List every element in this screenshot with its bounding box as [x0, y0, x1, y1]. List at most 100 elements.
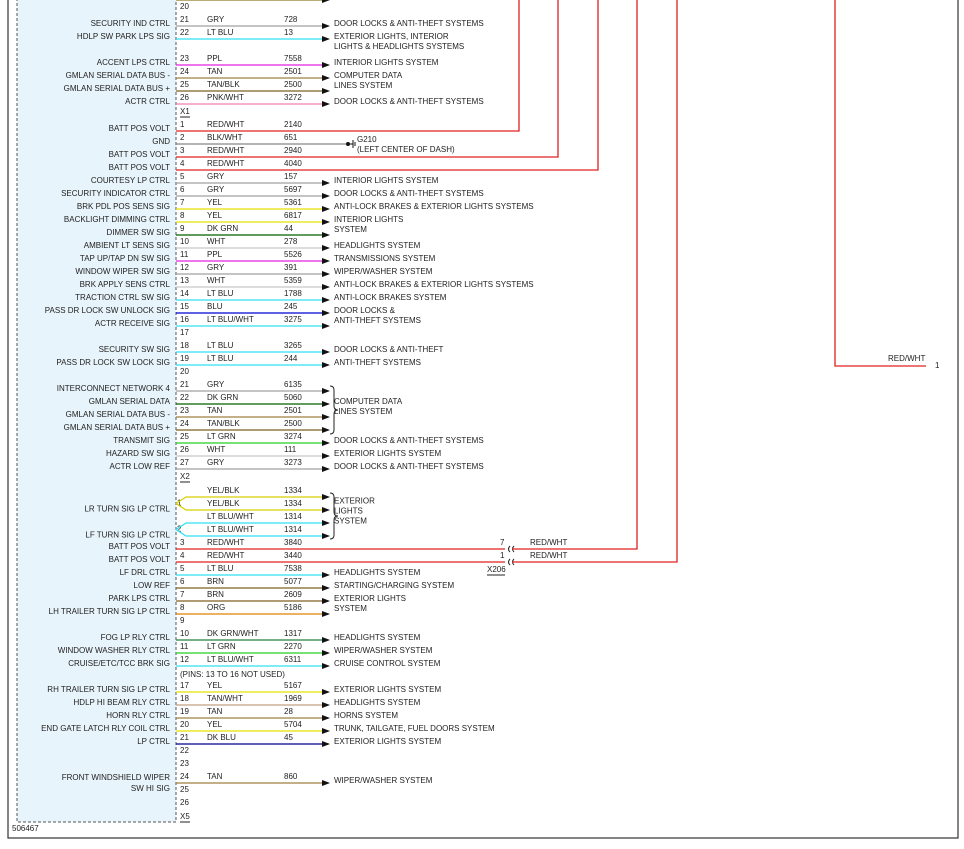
destination: EXTERIOR [334, 497, 375, 506]
wire-color: PPL [207, 250, 223, 259]
pin-number: 12 [180, 655, 189, 664]
pin-number: 23 [180, 406, 189, 415]
signal-label: PARK LPS CTRL [108, 594, 170, 603]
arrow [322, 520, 330, 526]
signal-label: SW HI SIG [131, 784, 170, 793]
splice-name: X206 [487, 565, 506, 574]
arrow [322, 23, 330, 29]
destination: HEADLIGHTS SYSTEM [334, 633, 421, 642]
wire-color: LT BLU [207, 289, 234, 298]
ground-symbol [350, 140, 356, 148]
pin-number: 2 [177, 525, 182, 534]
circuit-number: 44 [284, 224, 293, 233]
signal-label: END GATE LATCH RLY COIL CTRL [41, 724, 170, 733]
destination: DOOR LOCKS & [334, 306, 396, 315]
pin-number: 11 [180, 642, 189, 651]
destination: ANTI-LOCK BRAKES SYSTEM [334, 293, 447, 302]
pin-number: 8 [180, 211, 185, 220]
arrow [322, 466, 330, 472]
wire-color: WHT [207, 237, 225, 246]
circuit-number: 3275 [284, 315, 302, 324]
arrow [322, 193, 330, 199]
signal-label: GND [152, 137, 170, 146]
circuit-number: 2501 [284, 67, 302, 76]
signal-label: GMLAN SERIAL DATA BUS + [64, 84, 171, 93]
arrow [322, 598, 330, 604]
pin-number: 11 [180, 250, 189, 259]
signal-label: HDLP SW PARK LPS SIG [77, 32, 170, 41]
circuit-number: 3273 [284, 458, 302, 467]
circuit-number: 5704 [284, 720, 302, 729]
arrow [322, 741, 330, 747]
signal-label: BRK APPLY SENS CTRL [80, 280, 171, 289]
circuit-number: 5077 [284, 577, 302, 586]
signal-label: BATT POS VOLT [109, 124, 170, 133]
pin-number: 24 [180, 67, 189, 76]
pin-number: 2 [180, 133, 185, 142]
pin-number: 5 [180, 172, 185, 181]
pin-number: 9 [180, 224, 185, 233]
signal-label: AMBIENT LT SENS SIG [84, 241, 170, 250]
wire-color: YEL [207, 198, 223, 207]
wire [175, 496, 322, 505]
right-wire: RED/WHT [888, 354, 925, 363]
arrow [322, 663, 330, 669]
arrow [322, 702, 330, 708]
destination: ANTI-LOCK BRAKES & EXTERIOR LIGHTS SYSTE… [334, 202, 534, 211]
circuit-number: 6817 [284, 211, 302, 220]
arrow [322, 780, 330, 786]
signal-label: LF TURN SIG LP CTRL [85, 531, 170, 540]
arrow [322, 650, 330, 656]
circuit-number: 157 [284, 172, 298, 181]
pin-number: 26 [180, 798, 189, 807]
pin-number: 20 [180, 720, 189, 729]
wire-color: RED/WHT [207, 159, 244, 168]
arrow [322, 284, 330, 290]
pin-number: 20 [180, 367, 189, 376]
signal-label: RH TRAILER TURN SIG LP CTRL [47, 685, 170, 694]
wire-color: LT BLU [207, 28, 234, 37]
pin-number: 20 [180, 2, 189, 11]
signal-label: SECURITY IND CTRL [91, 19, 171, 28]
frame [7, 0, 959, 839]
circuit-number: 4040 [284, 159, 302, 168]
pin-number: 7 [180, 198, 185, 207]
pin-number: 22 [180, 393, 189, 402]
signal-label: LR TURN SIG LP CTRL [84, 505, 170, 514]
wire-color: LT BLU/WHT [207, 655, 254, 664]
pin-number: 4 [180, 159, 185, 168]
arrow [322, 271, 330, 277]
right-pin: 1 [935, 361, 940, 370]
wire-color: LT GRN [207, 432, 236, 441]
wire-color: DK GRN [207, 224, 238, 233]
pin-number: 19 [180, 354, 189, 363]
circuit-number: 2609 [284, 590, 302, 599]
circuit-number: 5167 [284, 681, 302, 690]
signal-label: BRK PDL POS SENS SIG [77, 202, 170, 211]
wire-color: GRY [207, 172, 225, 181]
circuit-number: 5359 [284, 276, 302, 285]
arrow [322, 427, 330, 433]
pin-number: 25 [180, 432, 189, 441]
wire-color: RED/WHT [207, 538, 244, 547]
wire-color: GRY [207, 185, 225, 194]
pin-number: 1 [177, 499, 182, 508]
arrow [322, 715, 330, 721]
circuit-number: 5186 [284, 603, 302, 612]
destination: DOOR LOCKS & ANTI-THEFT SYSTEMS [334, 462, 484, 471]
wire-color: BRN [207, 590, 224, 599]
signal-label: FOG LP RLY CTRL [101, 633, 171, 642]
destination: LIGHTS & HEADLIGHTS SYSTEMS [334, 42, 464, 51]
wire [175, 528, 322, 537]
signal-label: ACTR LOW REF [110, 462, 171, 471]
circuit-number: 1314 [284, 512, 302, 521]
wire-color: YEL/BLK [207, 486, 240, 495]
circuit-number: 3440 [284, 551, 302, 560]
circuit-number: 6311 [284, 655, 302, 664]
wire-color: DK GRN [207, 393, 238, 402]
circuit-number: 860 [284, 772, 298, 781]
signal-label: FRONT WINDSHIELD WIPER [62, 773, 171, 782]
signal-label: GMLAN SERIAL DATA BUS - [66, 410, 171, 419]
signal-label: TAP UP/TAP DN SW SIG [80, 254, 170, 263]
destination: HORNS SYSTEM [334, 711, 398, 720]
